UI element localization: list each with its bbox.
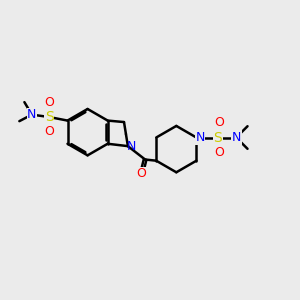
Text: O: O	[44, 125, 54, 138]
Text: O: O	[136, 167, 146, 180]
Text: N: N	[127, 140, 136, 153]
Text: N: N	[232, 131, 241, 144]
Text: O: O	[214, 116, 224, 129]
Text: O: O	[44, 96, 54, 109]
Text: S: S	[213, 130, 222, 145]
Text: O: O	[214, 146, 224, 159]
Text: N: N	[195, 131, 205, 144]
Text: S: S	[45, 110, 53, 124]
Text: N: N	[27, 108, 37, 121]
